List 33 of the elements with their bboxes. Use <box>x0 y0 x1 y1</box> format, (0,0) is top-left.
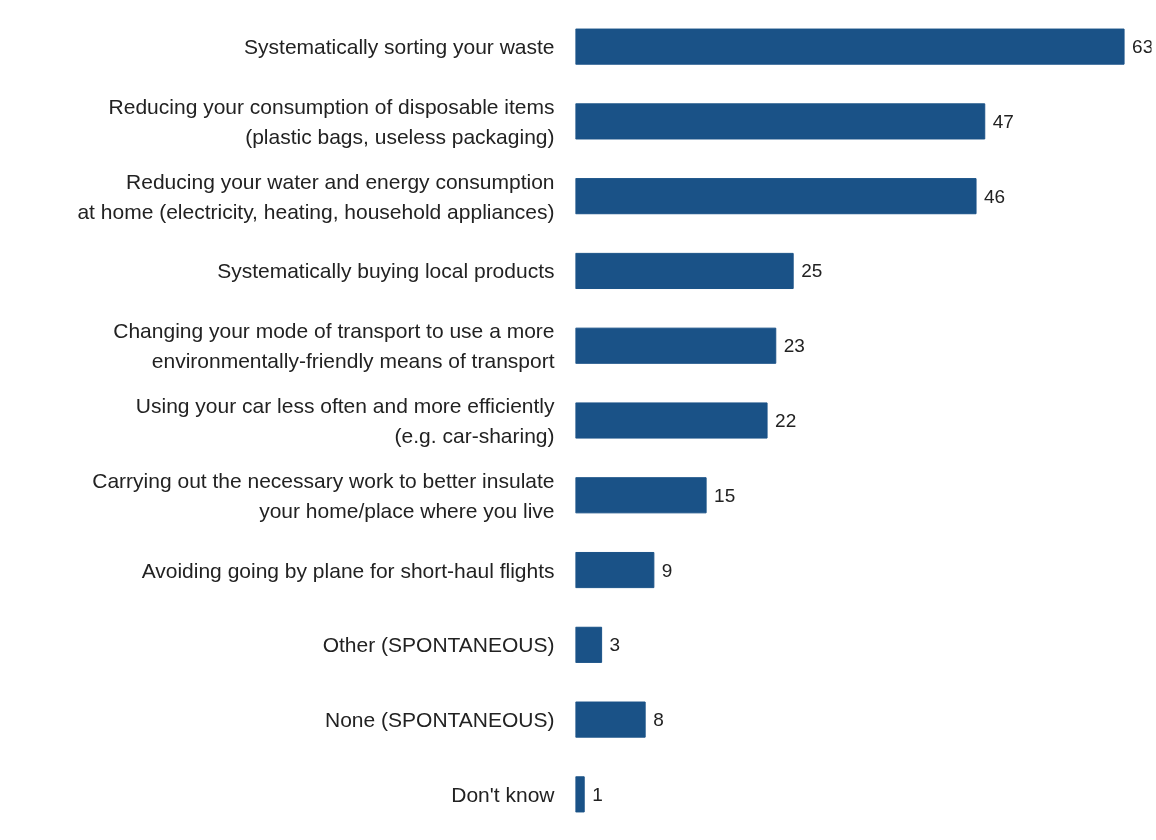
data-label: 22 <box>775 410 797 431</box>
data-label: 46 <box>984 185 1006 207</box>
bar <box>575 626 603 663</box>
y-tick-label: Reducing your consumption of disposable items (plastic bags, useless packaging) <box>108 94 555 148</box>
bar <box>575 178 977 215</box>
data-label: 8 <box>653 709 664 731</box>
data-label: 23 <box>783 335 805 357</box>
bar <box>575 103 986 140</box>
bar <box>575 327 777 364</box>
y-tick-label: Changing your mode of transport to use a more environmentally-friendly means of transport <box>113 319 555 373</box>
y-tick-label: Using your car less often and more efficiently (e.g. car-sharing) <box>135 394 555 447</box>
bar <box>575 28 1125 65</box>
data-label: 63 <box>1132 36 1154 58</box>
bar <box>575 477 707 514</box>
y-tick-label: Reducing your water and energy consumption at home (electricity, heating, household appliances) <box>77 169 555 223</box>
bar <box>575 252 794 290</box>
y-tick-label: Systematically sorting your waste <box>244 35 555 59</box>
data-label: 47 <box>992 110 1014 132</box>
data-label: 1 <box>592 783 603 805</box>
bar <box>575 551 655 589</box>
data-label: 15 <box>714 484 736 506</box>
data-label: 3 <box>609 634 621 656</box>
data-label: 25 <box>801 260 823 282</box>
y-tick-label: None (SPONTANEOUS) <box>325 708 555 732</box>
y-tick-label: Avoiding going by plane for short-haul flights <box>141 558 555 582</box>
y-tick-label: Other (SPONTANEOUS) <box>322 633 555 657</box>
y-tick-label: Systematically buying local products <box>217 259 555 283</box>
bar <box>575 402 768 439</box>
bar <box>575 701 646 738</box>
y-tick-label: Carrying out the necessary work to better insulate your home/place where you live <box>92 468 555 522</box>
data-label: 9 <box>661 559 673 581</box>
y-tick-label: Don't know <box>451 782 556 806</box>
bar <box>575 776 585 813</box>
